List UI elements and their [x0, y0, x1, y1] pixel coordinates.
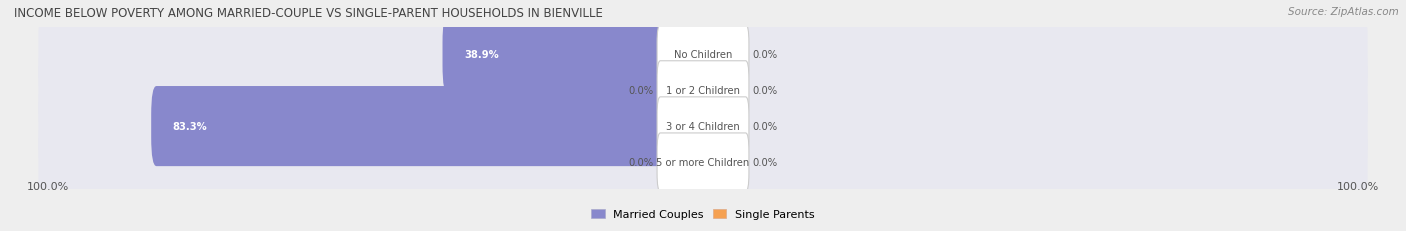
- FancyBboxPatch shape: [38, 10, 1368, 99]
- Text: 0.0%: 0.0%: [752, 158, 778, 167]
- FancyBboxPatch shape: [38, 118, 1368, 207]
- Text: 83.3%: 83.3%: [173, 122, 208, 131]
- FancyBboxPatch shape: [38, 82, 1368, 171]
- Text: 100.0%: 100.0%: [27, 181, 69, 191]
- Text: Source: ZipAtlas.com: Source: ZipAtlas.com: [1288, 7, 1399, 17]
- FancyBboxPatch shape: [657, 97, 749, 156]
- Text: 0.0%: 0.0%: [752, 86, 778, 96]
- FancyBboxPatch shape: [657, 133, 749, 191]
- Text: INCOME BELOW POVERTY AMONG MARRIED-COUPLE VS SINGLE-PARENT HOUSEHOLDS IN BIENVIL: INCOME BELOW POVERTY AMONG MARRIED-COUPL…: [14, 7, 603, 20]
- FancyBboxPatch shape: [657, 26, 749, 84]
- Text: 0.0%: 0.0%: [752, 50, 778, 60]
- Text: 100.0%: 100.0%: [1337, 181, 1379, 191]
- FancyBboxPatch shape: [38, 46, 1368, 135]
- Text: 5 or more Children: 5 or more Children: [657, 158, 749, 167]
- Text: 3 or 4 Children: 3 or 4 Children: [666, 122, 740, 131]
- Legend: Married Couples, Single Parents: Married Couples, Single Parents: [592, 209, 814, 219]
- Text: 1 or 2 Children: 1 or 2 Children: [666, 86, 740, 96]
- FancyBboxPatch shape: [152, 87, 709, 166]
- FancyBboxPatch shape: [657, 61, 749, 120]
- Text: 0.0%: 0.0%: [628, 86, 654, 96]
- Text: 0.0%: 0.0%: [628, 158, 654, 167]
- Text: 0.0%: 0.0%: [752, 122, 778, 131]
- Text: No Children: No Children: [673, 50, 733, 60]
- Text: 38.9%: 38.9%: [464, 50, 499, 60]
- FancyBboxPatch shape: [443, 15, 709, 94]
